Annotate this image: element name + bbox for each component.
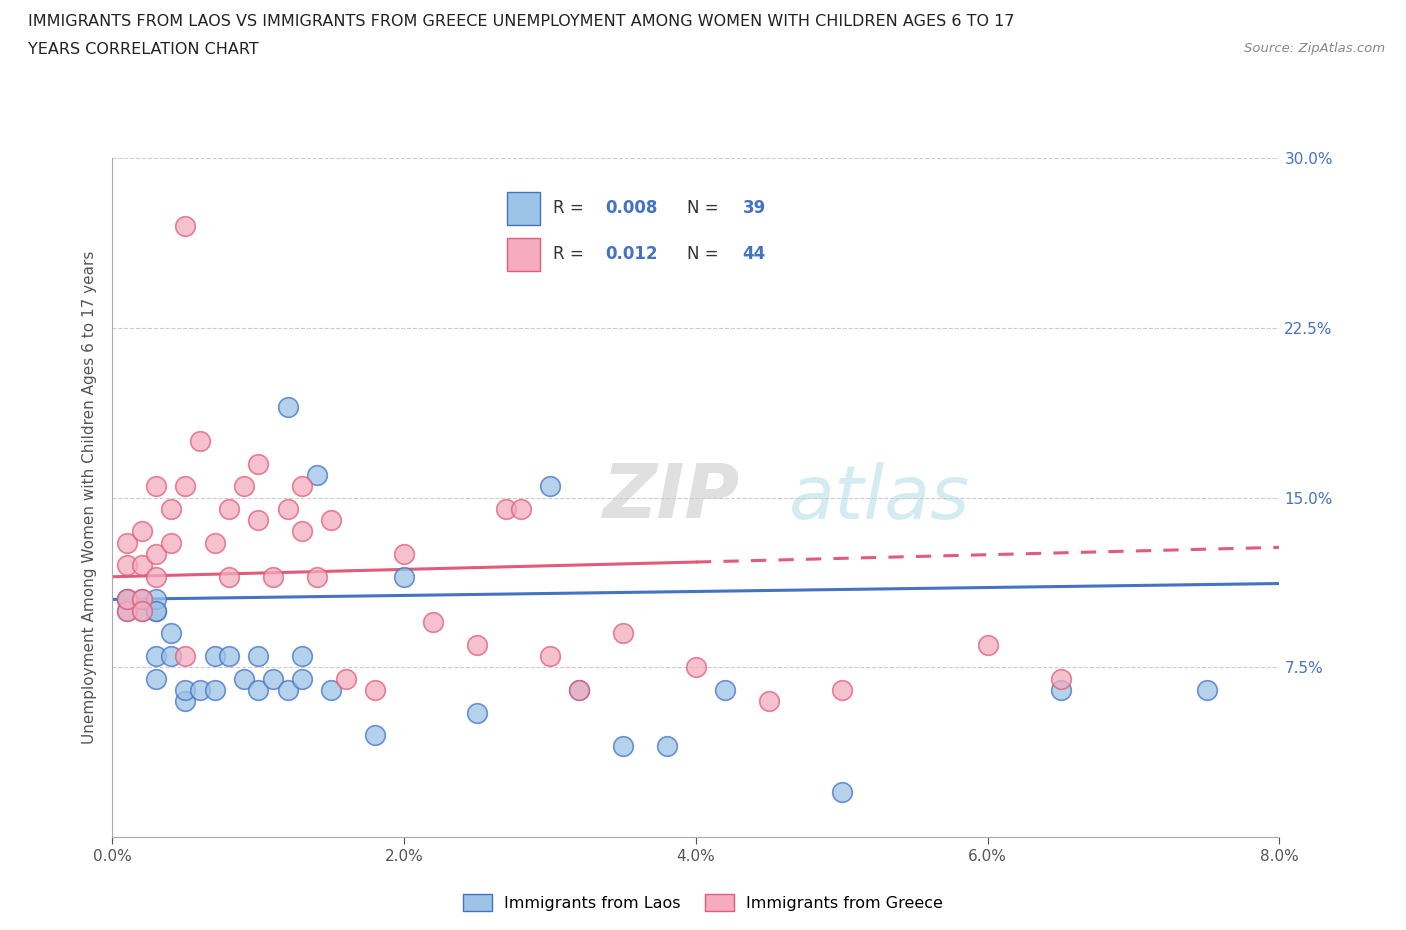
Point [305, 569, 328, 584]
Point [247, 457, 270, 472]
Point [188, 433, 211, 448]
Text: YEARS CORRELATION CHART: YEARS CORRELATION CHART [28, 42, 259, 57]
Point [145, 604, 167, 618]
Point [655, 739, 678, 754]
Point [495, 501, 517, 516]
Point [758, 694, 780, 709]
Point [131, 592, 153, 607]
Point [568, 683, 591, 698]
Point [291, 524, 314, 538]
Point [115, 592, 138, 607]
Point [422, 615, 444, 630]
Point [174, 219, 197, 233]
Point [976, 637, 998, 652]
Point [831, 683, 853, 698]
Point [204, 683, 226, 698]
Point [232, 479, 254, 494]
Point [115, 592, 138, 607]
Point [218, 648, 240, 663]
Text: ZIP: ZIP [603, 461, 740, 534]
Point [131, 558, 153, 573]
Point [291, 648, 314, 663]
Text: atlas: atlas [789, 461, 970, 534]
Point [131, 592, 153, 607]
Point [218, 569, 240, 584]
Point [115, 604, 138, 618]
Point [115, 536, 138, 551]
Y-axis label: Unemployment Among Women with Children Ages 6 to 17 years: Unemployment Among Women with Children A… [82, 251, 97, 744]
Point [145, 592, 167, 607]
Point [115, 592, 138, 607]
Point [392, 569, 416, 584]
Point [131, 604, 153, 618]
Point [145, 648, 167, 663]
Point [291, 671, 314, 686]
Point [160, 626, 183, 641]
Point [174, 479, 197, 494]
Point [115, 604, 138, 618]
Point [392, 547, 416, 562]
Point [1049, 671, 1071, 686]
Point [465, 637, 488, 652]
Point [247, 648, 270, 663]
Point [831, 784, 853, 799]
Point [145, 604, 167, 618]
Point [174, 694, 197, 709]
Point [1195, 683, 1218, 698]
Point [465, 705, 488, 720]
Point [145, 569, 167, 584]
Point [174, 648, 197, 663]
Point [204, 536, 226, 551]
Point [538, 648, 561, 663]
Point [160, 648, 183, 663]
Text: IMMIGRANTS FROM LAOS VS IMMIGRANTS FROM GREECE UNEMPLOYMENT AMONG WOMEN WITH CHI: IMMIGRANTS FROM LAOS VS IMMIGRANTS FROM … [28, 14, 1015, 29]
Point [204, 648, 226, 663]
Point [321, 683, 343, 698]
Point [247, 683, 270, 698]
Point [247, 512, 270, 527]
Point [685, 660, 707, 675]
Point [276, 501, 298, 516]
Point [305, 468, 328, 483]
Point [160, 501, 183, 516]
Point [145, 547, 167, 562]
Point [160, 536, 183, 551]
Point [538, 479, 561, 494]
Point [188, 683, 211, 698]
Point [262, 569, 284, 584]
Text: Source: ZipAtlas.com: Source: ZipAtlas.com [1244, 42, 1385, 55]
Point [262, 671, 284, 686]
Point [115, 558, 138, 573]
Point [364, 683, 387, 698]
Point [145, 479, 167, 494]
Point [321, 512, 343, 527]
Point [276, 400, 298, 415]
Point [612, 626, 634, 641]
Point [509, 501, 531, 516]
Point [612, 739, 634, 754]
Point [218, 501, 240, 516]
Point [714, 683, 737, 698]
Point [364, 727, 387, 742]
Point [232, 671, 254, 686]
Point [276, 683, 298, 698]
Point [174, 683, 197, 698]
Point [1049, 683, 1071, 698]
Point [568, 683, 591, 698]
Point [131, 604, 153, 618]
Point [291, 479, 314, 494]
Point [131, 524, 153, 538]
Legend: Immigrants from Laos, Immigrants from Greece: Immigrants from Laos, Immigrants from Gr… [457, 888, 949, 917]
Point [145, 671, 167, 686]
Point [335, 671, 357, 686]
